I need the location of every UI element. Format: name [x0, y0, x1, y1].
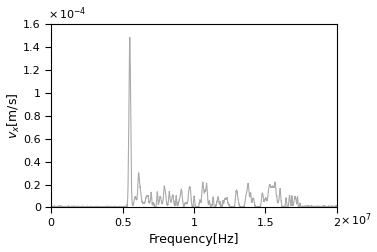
Y-axis label: $v_x$[m/s]: $v_x$[m/s]: [6, 92, 21, 139]
Text: $\times\,10^{-4}$: $\times\,10^{-4}$: [48, 6, 87, 22]
Text: $\times\,10^{7}$: $\times\,10^{7}$: [340, 211, 371, 228]
X-axis label: Frequency[Hz]: Frequency[Hz]: [149, 233, 239, 246]
